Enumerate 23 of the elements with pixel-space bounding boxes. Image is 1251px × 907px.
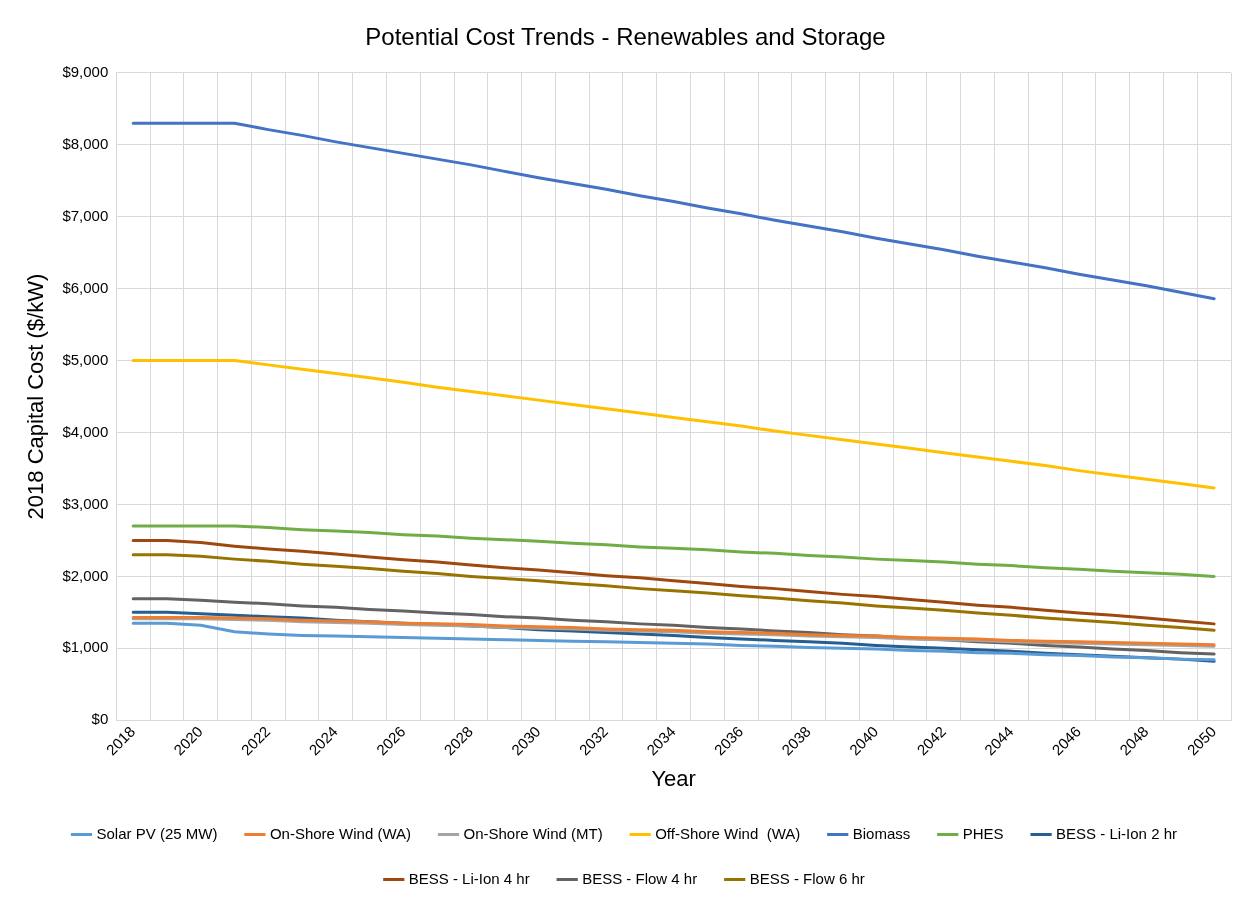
y-tick-label: $0 [91, 710, 109, 728]
y-tick-label: $1,000 [62, 638, 109, 656]
legend-label: PHES [962, 824, 1004, 842]
y-tick-label: $9,000 [62, 62, 109, 80]
legend-label: Solar PV (25 MW) [96, 824, 218, 842]
y-tick-label: $3,000 [62, 494, 109, 512]
legend-label: BESS - Flow 6 hr [749, 869, 865, 887]
legend-label: Biomass [852, 824, 911, 842]
chart-title: Potential Cost Trends - Renewables and Storage [365, 23, 886, 51]
x-axis-title: Year [651, 765, 696, 791]
y-tick-label: $5,000 [62, 350, 109, 368]
legend-label: On-Shore Wind (MT) [463, 824, 603, 842]
legend-label: BESS - Li-Ion 4 hr [408, 869, 530, 887]
y-tick-label: $4,000 [62, 422, 109, 440]
legend-label: BESS - Flow 4 hr [582, 869, 698, 887]
legend-label: BESS - Li-Ion 2 hr [1056, 824, 1177, 842]
y-tick-label: $7,000 [62, 206, 109, 224]
y-axis-title: 2018 Capital Cost ($/kW) [23, 273, 49, 520]
y-tick-label: $2,000 [62, 566, 109, 584]
y-tick-label: $6,000 [62, 278, 109, 296]
legend-label: On-Shore Wind (WA) [269, 824, 412, 842]
legend-label: Off-Shore Wind (WA) [655, 824, 801, 842]
y-tick-label: $8,000 [62, 134, 109, 152]
